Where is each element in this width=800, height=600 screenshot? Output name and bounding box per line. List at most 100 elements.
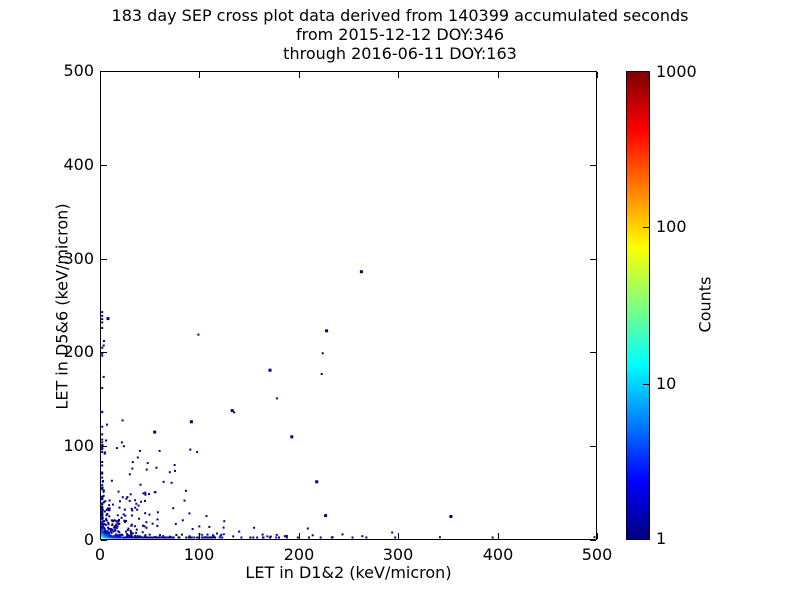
data-point: [102, 489, 105, 492]
tick-mark: [398, 72, 399, 78]
tick-mark: [100, 72, 101, 78]
data-point: [108, 536, 111, 539]
data-point: [325, 329, 329, 333]
data-point: [125, 535, 128, 538]
data-point: [144, 499, 146, 502]
scatter-points-layer: [101, 270, 596, 539]
data-point: [269, 535, 272, 538]
data-point: [111, 503, 114, 506]
data-point: [214, 536, 217, 539]
data-point: [151, 522, 154, 525]
data-point: [139, 483, 142, 486]
data-point: [102, 490, 105, 493]
data-point: [102, 375, 105, 378]
data-point: [216, 532, 218, 535]
data-point: [116, 536, 119, 539]
tick-mark: [199, 533, 200, 539]
data-point: [112, 535, 115, 538]
data-point: [101, 522, 104, 525]
tick-mark: [597, 533, 598, 539]
data-point: [135, 531, 138, 534]
data-point: [173, 464, 176, 466]
data-point: [101, 438, 104, 441]
data-point: [125, 530, 127, 533]
data-point: [168, 471, 171, 474]
data-point: [106, 507, 109, 510]
data-point: [144, 491, 147, 494]
chart-title-line2: from 2015-12-12 DOY:346: [295, 25, 504, 44]
data-point: [151, 536, 154, 539]
data-point: [438, 536, 441, 539]
data-point: [129, 535, 131, 538]
data-point: [131, 532, 134, 535]
data-point: [124, 536, 127, 539]
data-point: [121, 419, 124, 422]
data-point: [148, 513, 151, 516]
chart-title-block: 183 day SEP cross plot data derived from…: [0, 6, 800, 63]
data-point: [275, 533, 278, 536]
data-point: [183, 499, 186, 502]
tick-mark: [590, 71, 596, 72]
data-point: [101, 354, 104, 357]
data-point: [129, 493, 132, 496]
data-point: [105, 517, 108, 520]
data-point: [110, 536, 113, 539]
data-point: [107, 521, 110, 524]
data-point: [147, 536, 150, 539]
data-point: [139, 535, 142, 538]
data-point: [128, 473, 131, 476]
data-point: [103, 530, 106, 533]
data-point: [115, 527, 118, 530]
data-point: [351, 536, 354, 539]
x-tick-label: 200: [283, 545, 315, 564]
data-point: [208, 525, 211, 528]
data-point: [136, 508, 139, 511]
data-point: [103, 528, 106, 531]
data-point: [137, 504, 140, 507]
data-point: [117, 530, 120, 533]
data-point: [189, 536, 192, 539]
data-point: [104, 500, 107, 503]
y-tick-label: 400: [63, 155, 94, 174]
data-point: [144, 535, 147, 538]
data-point: [116, 534, 119, 537]
data-point: [148, 493, 150, 496]
data-point: [391, 531, 394, 534]
data-point: [128, 499, 131, 502]
data-point: [113, 519, 116, 522]
data-point: [196, 451, 199, 454]
data-point: [170, 536, 173, 539]
data-point: [268, 368, 272, 372]
plot-area: [100, 71, 597, 540]
tick-mark: [199, 72, 200, 78]
data-point: [130, 507, 133, 510]
data-point: [101, 527, 104, 530]
chart-title-line1: 183 day SEP cross plot data derived from…: [111, 6, 689, 25]
tick-mark: [101, 165, 107, 166]
data-point: [105, 536, 107, 539]
data-point: [115, 447, 118, 450]
data-point: [114, 533, 117, 536]
data-point: [156, 524, 159, 527]
data-point: [206, 533, 209, 536]
data-point: [103, 526, 105, 529]
data-point: [101, 314, 104, 317]
data-point: [140, 500, 143, 503]
data-point: [119, 500, 121, 503]
data-point: [240, 536, 243, 539]
data-point: [319, 536, 322, 539]
data-point: [154, 536, 157, 539]
data-point: [105, 519, 108, 522]
data-point: [275, 536, 278, 539]
data-point: [124, 521, 127, 524]
y-tick-label: 500: [63, 61, 94, 80]
data-point: [101, 536, 104, 539]
data-point: [491, 536, 494, 539]
data-point: [102, 501, 105, 504]
data-point: [116, 525, 119, 528]
data-point: [178, 536, 181, 539]
data-point: [275, 397, 278, 400]
data-point: [172, 507, 175, 510]
data-point: [126, 496, 129, 499]
data-point: [196, 536, 199, 539]
